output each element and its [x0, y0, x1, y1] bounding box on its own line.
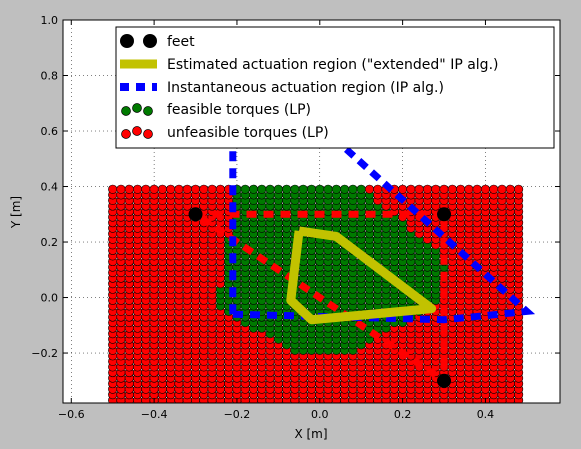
x-tick-label: −0.2 — [224, 408, 251, 421]
instantaneous-region-line — [229, 121, 536, 324]
legend-feet-icon — [120, 34, 134, 48]
unfeasible-point — [373, 184, 383, 194]
unfeasible-point — [464, 184, 474, 194]
foot-marker — [188, 207, 203, 222]
unfeasible-point — [166, 184, 176, 194]
legend-instantaneous-label: Instantaneous actuation region (IP alg.) — [167, 80, 444, 96]
unfeasible-point — [182, 184, 192, 194]
y-tick-label: 0.2 — [41, 236, 59, 249]
y-tick-label: 0.6 — [41, 125, 59, 138]
feasible-point — [331, 184, 341, 194]
unfeasible-point — [431, 184, 441, 194]
feasible-point — [273, 184, 283, 194]
x-tick-label: 0.2 — [394, 408, 412, 421]
plot-frame — [62, 19, 561, 404]
torque-points — [108, 184, 524, 403]
unfeasible-point — [199, 184, 209, 194]
x-tick-label: −0.6 — [58, 408, 85, 421]
y-tick-label: 0.4 — [41, 181, 59, 194]
legend: feet Estimated actuation region ("extend… — [115, 26, 555, 149]
feasible-point — [265, 184, 275, 194]
x-tick-label: 0.4 — [477, 408, 495, 421]
legend-unfeasible-icon — [121, 129, 131, 139]
y-tick-label: 1.0 — [41, 14, 59, 27]
legend-estimated-label: Estimated actuation region ("extended" I… — [167, 57, 498, 73]
region-lines — [193, 121, 536, 388]
estimated-region-line — [286, 226, 437, 325]
feasible-point — [340, 184, 350, 194]
legend-box — [115, 26, 555, 149]
unfeasible-point — [497, 184, 507, 194]
unfeasible-point — [141, 184, 151, 194]
legend-feasible-icon — [132, 103, 142, 113]
unfeasible-point — [116, 184, 126, 194]
axis-ticks: −0.6 −0.4 −0.2 0.0 0.2 0.4 −0.2 0.0 0.2 0.4 0.6 0.8… — [31, 14, 560, 421]
unfeasible-point — [174, 184, 184, 194]
feasible-point — [298, 184, 308, 194]
legend-feasible-icon — [121, 106, 131, 116]
legend-unfeasible-icon — [132, 126, 142, 136]
unfeasible-point — [108, 184, 118, 194]
foot-marker — [437, 373, 452, 388]
legend-feasible-icon — [143, 106, 153, 116]
legend-unfeasible-icon — [143, 129, 153, 139]
y-tick-label: 0.8 — [41, 70, 59, 83]
feasible-point — [240, 184, 250, 194]
unfeasible-point — [505, 184, 515, 194]
feasible-point — [348, 184, 358, 194]
feasible-point — [257, 184, 267, 194]
feasible-point — [323, 184, 333, 194]
foot-marker — [437, 207, 452, 222]
unfeasible-point — [124, 184, 134, 194]
unfeasible-point — [456, 184, 466, 194]
unfeasible-point — [414, 184, 424, 194]
y-tick-label: −0.2 — [31, 347, 58, 360]
unfeasible-point — [157, 184, 167, 194]
unfeasible-point — [364, 184, 375, 194]
legend-feet-label: feet — [167, 34, 195, 50]
x-tick-label: −0.4 — [141, 408, 168, 421]
legend-feasible-label: feasible torques (LP) — [167, 102, 311, 118]
y-axis-label: Y [m] — [9, 196, 23, 229]
unfeasible-point — [190, 184, 201, 194]
feasible-point — [315, 184, 325, 194]
red-dashed-region-line — [193, 210, 448, 388]
feasible-point — [248, 184, 259, 194]
feet-markers — [188, 207, 452, 388]
feasible-point — [290, 184, 300, 194]
feasible-point — [282, 184, 292, 194]
feasible-point — [356, 184, 366, 194]
x-tick-label: 0.0 — [311, 408, 329, 421]
unfeasible-point — [513, 184, 524, 194]
unfeasible-point — [207, 184, 217, 194]
unfeasible-point — [149, 184, 159, 194]
unfeasible-point — [489, 184, 499, 194]
y-tick-label: 0.0 — [41, 292, 59, 305]
legend-feet-icon — [143, 34, 157, 48]
unfeasible-point — [406, 184, 416, 194]
x-axis-label: X [m] — [294, 427, 327, 441]
unfeasible-point — [215, 184, 225, 194]
unfeasible-point — [472, 184, 482, 194]
legend-unfeasible-label: unfeasible torques (LP) — [167, 125, 329, 141]
unfeasible-point — [422, 184, 433, 194]
unfeasible-point — [398, 184, 408, 194]
unfeasible-point — [132, 184, 143, 194]
unfeasible-point — [447, 184, 457, 194]
unfeasible-point — [439, 184, 449, 194]
feasible-point — [306, 184, 317, 194]
unfeasible-point — [480, 184, 491, 194]
